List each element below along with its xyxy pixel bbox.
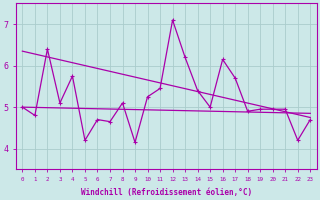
X-axis label: Windchill (Refroidissement éolien,°C): Windchill (Refroidissement éolien,°C) bbox=[81, 188, 252, 197]
